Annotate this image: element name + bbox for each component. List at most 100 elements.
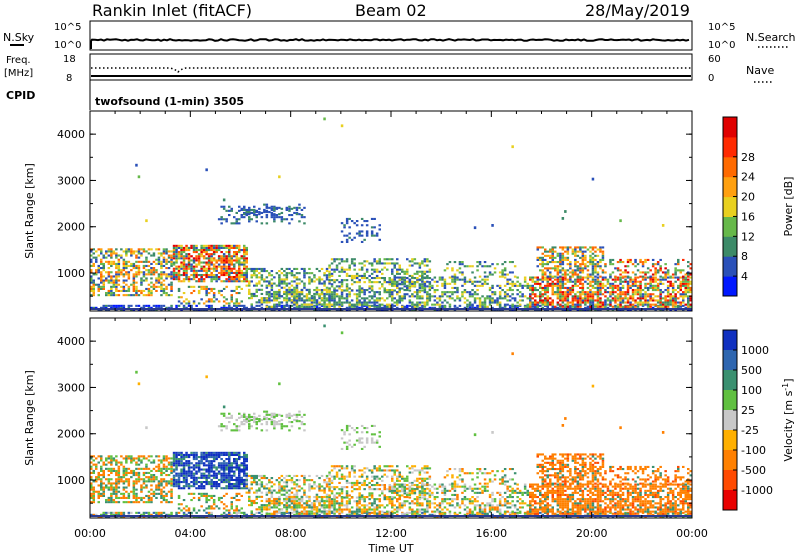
velocity-echo-cell [604,513,607,516]
power-echo-cell [589,261,592,264]
power-echo-cell [531,286,534,289]
power-echo-cell [584,280,587,283]
power-echo-cell [411,274,414,277]
power-echo-cell [556,301,560,304]
power-echo-cell [340,268,344,271]
power-echo-cell [233,244,236,247]
power-echo-cell [102,275,105,278]
nsky-tick-bottom: 10^0 [54,40,81,51]
power-echo-cell [225,251,228,254]
power-echo-cell [639,303,642,306]
velocity-echo-cell [212,481,216,484]
power-echo-cell [142,273,146,276]
power-echo-cell [210,267,213,270]
power-echo-cell [644,282,647,285]
power-echo-cell [97,289,100,292]
power-echo-cell [636,269,640,272]
power-echo-cell [601,250,605,253]
power-echo-cell [649,275,652,278]
power-echo-cell [458,299,462,302]
power-echo-cell [639,301,642,304]
velocity-echo-cell [155,476,158,479]
power-echo-cell [165,292,168,295]
power-echo-cell [150,254,153,257]
power-echo-cell [230,257,233,260]
power-echo-cell [656,263,660,266]
power-echo-cell [659,291,662,294]
velocity-echo-cell [403,513,406,516]
power-echo-cell [428,306,432,309]
power-echo-cell [561,269,565,272]
velocity-echo-cell [624,513,627,516]
power-echo-cell [619,289,622,292]
power-echo-cell [413,272,417,275]
power-echo-cell [298,206,301,209]
power-echo-cell [601,286,605,289]
power-echo-cell [626,258,630,261]
power-echo-cell [167,256,171,259]
power-echo-cell [192,259,196,262]
power-echo-cell [333,305,336,308]
power-echo-cell [185,276,188,279]
power-echo-cell [230,298,233,301]
power-echo-cell [616,284,620,287]
power-echo-cell [288,272,291,275]
power-echo-cell [268,282,271,285]
power-echo-cell [180,280,183,283]
power-echo-cell [295,289,299,292]
power-echo-cell [273,299,276,302]
power-echo-cell [631,263,635,266]
velocity-echo-cell [112,490,116,493]
power-echo-cell [396,299,399,302]
power-echo-cell [659,267,662,270]
power-echo-cell [596,301,600,304]
power-echo-cell [664,267,667,270]
power-echo-cell [584,306,587,309]
power-echo-cell [338,295,341,298]
power-echo-cell [421,285,424,288]
power-echo-cell [609,293,612,296]
velocity-echo-cell [100,465,103,468]
power-echo-cell [142,289,146,292]
power-echo-cell [574,250,577,253]
power-echo-cell [330,258,334,261]
power-echo-cell [112,275,116,278]
power-echo-cell [629,297,632,300]
power-echo-cell [413,303,417,306]
power-echo-cell [656,299,660,302]
power-echo-cell [212,265,216,268]
power-echo-cell [250,292,253,295]
power-echo-cell [125,252,128,255]
power-echo-cell [240,263,243,266]
power-echo-cell [549,275,552,278]
power-echo-cell [616,297,620,300]
velocity-echo-cell [135,463,138,466]
velocity-echo-cell [235,511,238,514]
power-echo-cell [584,297,587,300]
power-echo-cell [132,279,136,282]
power-echo-cell [584,246,587,249]
power-echo-cell [240,207,243,210]
power-echo-cell [97,283,100,286]
power-echo-cell [200,267,203,270]
power-echo-cell [551,254,554,257]
power-echo-cell [396,272,399,275]
power-echo-cell [478,275,482,278]
power-echo-cell [646,258,650,261]
power-echo-cell [599,282,602,285]
power-echo-cell [212,246,216,249]
power-echo-cell [599,280,602,283]
power-echo-cell [245,306,248,309]
velocity-echo-cell [160,490,163,493]
power-echo-cell [205,244,208,247]
velocity-echo-cell [243,511,246,514]
power-echo-cell [551,289,554,292]
velocity-echo-cell [120,461,123,464]
power-echo-cell [591,297,595,300]
velocity-echo-cell [172,462,176,465]
power-echo-cell [195,271,198,274]
power-echo-cell [566,248,570,251]
power-echo-cell [649,269,652,272]
power-echo-cell [589,293,592,296]
power-echo-cell [240,269,243,272]
